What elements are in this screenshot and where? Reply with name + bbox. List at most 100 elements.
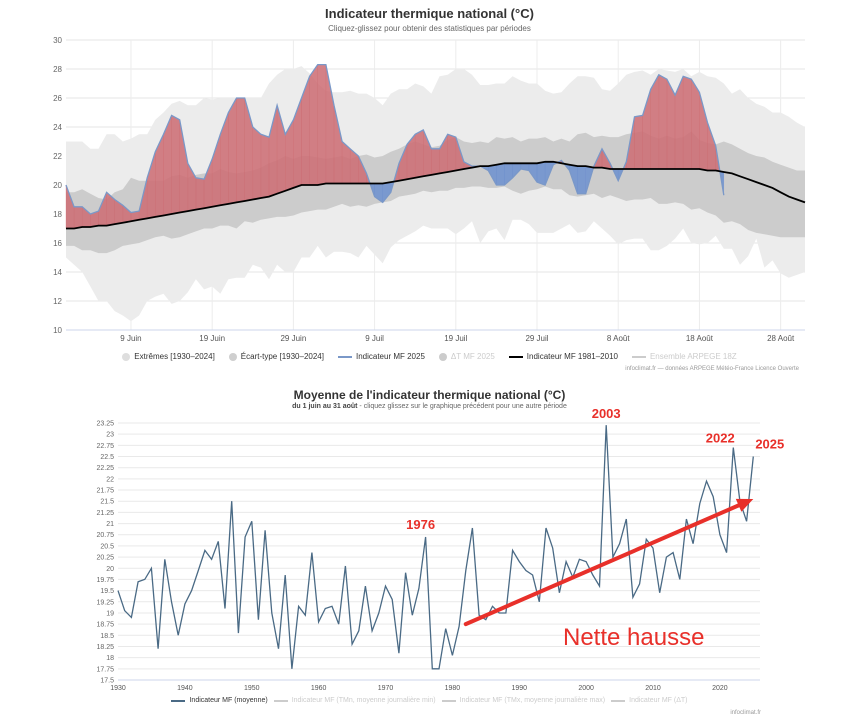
top-legend-item[interactable]: Écart-type [1930–2024] bbox=[228, 352, 324, 361]
top-anomaly-warm-area bbox=[73, 206, 83, 229]
top-chart-panel: Indicateur thermique national (°C) Cliqu… bbox=[0, 0, 859, 372]
bottom-chart-subtitle: du 1 juin au 31 août - cliquez glissez s… bbox=[0, 403, 859, 410]
top-indicator-2025-line bbox=[65, 63, 725, 215]
top-legend-item[interactable]: Indicateur MF 2025 bbox=[337, 352, 425, 361]
bottom-x-tick-label: 1970 bbox=[378, 685, 394, 692]
bottom-legend-label: Indicateur MF (TMn, moyenne journalière … bbox=[291, 697, 436, 704]
bottom-legend-item[interactable]: Indicateur MF (TMx, moyenne journalière … bbox=[441, 697, 606, 704]
top-chart-plot[interactable]: 10 12 14 16 18 20 22 24 26 28 30 9 Juin 19 Juin 29 Ju… bbox=[0, 0, 859, 350]
top-legend-symbol-icon bbox=[228, 352, 237, 361]
top-normal-1981-2010-line bbox=[66, 160, 806, 230]
top-anomaly-warm-area bbox=[309, 64, 318, 186]
top-legend-symbol-icon bbox=[438, 352, 447, 361]
top-legend-item[interactable]: Extrêmes [1930–2024] bbox=[122, 352, 215, 361]
bottom-y-tick-label: 19.25 bbox=[96, 599, 114, 606]
bottom-y-tick-label: 18.5 bbox=[100, 633, 114, 640]
top-x-tick-label: 28 Août bbox=[767, 334, 795, 343]
top-legend-label: Indicateur MF 1981–2010 bbox=[526, 352, 618, 361]
bottom-y-tick-label: 18 bbox=[106, 655, 114, 662]
top-x-tick-label: 19 Juin bbox=[199, 334, 225, 343]
top-x-tick-label: 29 Juil bbox=[525, 334, 548, 343]
top-y-tick-label: 30 bbox=[53, 36, 62, 45]
bottom-legend-label: Indicateur MF (ΔT) bbox=[629, 697, 688, 704]
bottom-annotation-label: 2025 bbox=[755, 437, 784, 452]
top-legend-item[interactable]: ΔT MF 2025 bbox=[438, 352, 495, 361]
top-x-tick-label: 19 Juil bbox=[444, 334, 467, 343]
bottom-y-tick-label: 20.25 bbox=[96, 555, 114, 562]
top-y-tick-label: 20 bbox=[53, 181, 62, 190]
top-legend-symbol-icon bbox=[508, 355, 523, 358]
bottom-x-tick-label: 1960 bbox=[311, 685, 327, 692]
bottom-x-tick-label: 1950 bbox=[244, 685, 260, 692]
top-legend-symbol-icon bbox=[337, 355, 352, 358]
top-legend-item[interactable]: Ensemble ARPEGE 18Z bbox=[631, 352, 737, 361]
bottom-y-tick-label: 22.75 bbox=[96, 443, 114, 450]
top-chart-subtitle: Cliquez-glissez pour obtenir des statist… bbox=[328, 24, 531, 33]
top-legend-label: ΔT MF 2025 bbox=[450, 352, 495, 361]
top-y-tick-label: 26 bbox=[53, 94, 62, 103]
bottom-y-tick-label: 22.5 bbox=[100, 454, 114, 461]
bottom-annotation-label: 2022 bbox=[706, 431, 735, 446]
bottom-legend-label: Indicateur MF (TMx, moyenne journalière … bbox=[459, 697, 606, 704]
bottom-y-tick-label: 17.5 bbox=[100, 678, 114, 685]
bottom-x-tick-label: 2000 bbox=[578, 685, 594, 692]
bottom-y-tick-label: 21.75 bbox=[96, 488, 114, 495]
bottom-trend-label: Nette hausse bbox=[563, 624, 704, 651]
bottom-y-tick-label: 21.5 bbox=[100, 499, 114, 506]
bottom-chart-legend: Indicateur MF (moyenne) Indicateur MF (TM… bbox=[0, 697, 859, 704]
bottom-subtitle-period: du 1 juin au 31 août bbox=[292, 403, 358, 410]
bottom-y-tick-label: 17.75 bbox=[96, 666, 114, 673]
top-anomaly-cold-area bbox=[536, 161, 546, 186]
top-anomaly-warm-area bbox=[415, 129, 424, 178]
top-anomaly-warm-area bbox=[260, 134, 270, 199]
bottom-legend-item[interactable]: Indicateur MF (ΔT) bbox=[611, 697, 688, 704]
top-anomaly-warm-area bbox=[691, 78, 700, 170]
bottom-y-tick-label: 20.5 bbox=[100, 543, 114, 550]
bottom-annotation-label: 1976 bbox=[406, 517, 435, 532]
top-legend-label: Indicateur MF 2025 bbox=[355, 352, 425, 361]
top-anomaly-warm-area bbox=[252, 126, 262, 200]
top-x-tick-label: 9 Juin bbox=[120, 334, 141, 343]
top-chart-title: Indicateur thermique national (°C) bbox=[325, 6, 534, 21]
bottom-y-tick-label: 21.25 bbox=[96, 510, 114, 517]
top-y-tick-label: 16 bbox=[53, 239, 62, 248]
top-y-tick-label: 12 bbox=[53, 297, 62, 306]
top-legend-symbol-icon bbox=[631, 355, 646, 358]
top-anomaly-warm-area bbox=[650, 74, 659, 170]
bottom-y-tick-label: 20 bbox=[106, 566, 114, 573]
top-stddev-band bbox=[66, 131, 805, 254]
bottom-x-tick-label: 1980 bbox=[445, 685, 461, 692]
bottom-subtitle-hint: - cliquez glissez sur le graphique précé… bbox=[357, 403, 567, 410]
bottom-trend-arrowhead bbox=[735, 498, 754, 512]
top-y-tick-label: 14 bbox=[53, 268, 62, 277]
bottom-x-tick-label: 1940 bbox=[177, 685, 193, 692]
bottom-y-tick-label: 18.75 bbox=[96, 622, 114, 629]
bottom-chart-credit: infoclimat.fr bbox=[730, 710, 761, 716]
bottom-legend-symbol-icon bbox=[611, 699, 626, 702]
top-x-tick-label: 29 Juin bbox=[280, 334, 306, 343]
bottom-legend-item[interactable]: Indicateur MF (TMn, moyenne journalière … bbox=[273, 697, 436, 704]
top-anomaly-warm-area bbox=[634, 115, 643, 170]
bottom-y-tick-label: 19.5 bbox=[100, 588, 114, 595]
top-legend-item[interactable]: Indicateur MF 1981–2010 bbox=[508, 352, 618, 361]
bottom-x-tick-label: 2020 bbox=[712, 685, 728, 692]
top-y-tick-label: 10 bbox=[53, 326, 62, 335]
top-chart-credit: infoclimat.fr — données ARPEGE Météo-Fra… bbox=[625, 366, 799, 372]
bottom-y-tick-label: 23.25 bbox=[96, 421, 114, 428]
bottom-annotation-label: 2003 bbox=[592, 406, 621, 421]
top-anomaly-warm-area bbox=[431, 148, 440, 176]
bottom-y-tick-label: 20.75 bbox=[96, 532, 114, 539]
bottom-x-tick-label: 2010 bbox=[645, 685, 661, 692]
bottom-x-tick-label: 1990 bbox=[511, 685, 527, 692]
bottom-indicator-mean-line bbox=[117, 425, 754, 670]
bottom-y-tick-label: 19.75 bbox=[96, 577, 114, 584]
bottom-legend-symbol-icon bbox=[171, 699, 186, 702]
top-anomaly-warm-area bbox=[236, 97, 245, 203]
bottom-chart-title: Moyenne de l'indicateur thermique nation… bbox=[293, 388, 566, 402]
top-y-tick-label: 28 bbox=[53, 65, 62, 74]
top-anomaly-warm-area bbox=[171, 115, 180, 215]
bottom-legend-item[interactable]: Indicateur MF (moyenne) bbox=[171, 697, 268, 704]
bottom-trend-arrow bbox=[463, 503, 741, 627]
bottom-chart-plot[interactable]: 17.5 17.75 18 18.25 18.5 18.75 19 19.25 19.5 19.7… bbox=[0, 380, 859, 698]
top-anomaly-warm-area bbox=[228, 97, 237, 205]
